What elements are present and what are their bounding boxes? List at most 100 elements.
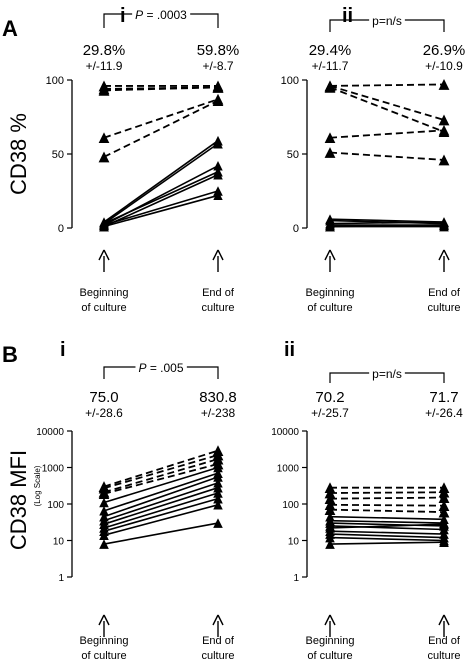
y-tick-label: 1 <box>58 573 64 584</box>
x-category-label: End of <box>428 635 461 647</box>
p-value-text: = .0003 <box>143 8 187 22</box>
series-line-2 <box>324 80 450 126</box>
x-category-label: End of <box>202 287 235 299</box>
x-category-label: of culture <box>307 302 352 314</box>
p-value-label: P = .0003 <box>135 8 187 22</box>
p-value-symbol: P <box>135 8 143 22</box>
series-line-4 <box>324 499 450 512</box>
y-axis-title: CD38 % <box>6 113 31 195</box>
x-category-label: culture <box>201 302 234 314</box>
timepoint-arrow-head <box>98 614 110 626</box>
series-line-12 <box>99 500 223 540</box>
y-tick-label: 10000 <box>271 427 299 438</box>
x-category-label: Beginning <box>80 287 129 299</box>
p-value-background <box>132 7 191 23</box>
x-category-label: of culture <box>81 302 126 314</box>
p-value-text: p=n/s <box>372 14 402 28</box>
p-value-label: p=n/s <box>372 367 402 381</box>
mean-label: 29.4% <box>309 42 352 59</box>
p-value-background <box>369 13 405 29</box>
panel-letter-A: A <box>2 16 18 41</box>
series-line-6 <box>99 135 223 227</box>
x-category-label: End of <box>428 287 461 299</box>
mean-label: 29.8% <box>83 42 126 59</box>
series-line-5 <box>324 504 450 518</box>
x-category-label: Beginning <box>306 287 355 299</box>
sd-label: +/-238 <box>201 406 236 420</box>
timepoint-arrow-head <box>324 614 336 626</box>
x-category-label: culture <box>201 650 234 662</box>
subpanel-letter: i <box>120 5 126 27</box>
mean-label: 70.2 <box>315 389 344 406</box>
y-axis-subtitle: (Log Scale) <box>33 465 42 506</box>
sd-label: +/-11.9 <box>86 59 123 73</box>
timepoint-arrow-head <box>212 614 224 626</box>
timepoint-arrow-head <box>212 249 224 261</box>
p-value-text: = .005 <box>146 361 183 375</box>
series-line-4 <box>324 124 450 144</box>
series-line-5 <box>98 95 224 163</box>
series-line-6 <box>325 511 449 525</box>
mean-label: 26.9% <box>423 42 466 59</box>
chart-panel-B-ii: ii p=n/s 70.2+/-25.7 71.7+/-26.4 1 10 100 1000 1… <box>271 339 463 662</box>
y-tick-label: 100 <box>281 75 299 87</box>
p-value-symbol: P <box>138 361 146 375</box>
x-category-label: culture <box>427 650 460 662</box>
x-category-label: of culture <box>307 650 352 662</box>
x-category-label: Beginning <box>306 635 355 647</box>
series-line-9 <box>99 166 223 229</box>
timepoint-arrow-head <box>324 249 336 261</box>
y-tick-label: 0 <box>293 223 299 235</box>
series-line-14 <box>325 537 449 549</box>
series-line-4 <box>98 93 224 144</box>
mean-label: 830.8 <box>199 389 237 406</box>
series-line-3 <box>324 492 450 505</box>
x-category-label: of culture <box>81 650 126 662</box>
chart-panel-A-ii: ii p=n/s 29.4%+/-11.7 26.9%+/-10.9 0 50 100 Beg… <box>281 5 466 314</box>
y-tick-label: 1 <box>293 573 299 584</box>
series-line-12 <box>325 529 449 543</box>
y-tick-label: 10 <box>53 537 65 548</box>
y-tick-label: 100 <box>46 75 64 87</box>
series-line-1 <box>324 79 450 92</box>
mean-label: 71.7 <box>429 389 458 406</box>
p-value-text: p=n/s <box>372 367 402 381</box>
y-tick-label: 100 <box>282 500 299 511</box>
series-line-13 <box>325 532 449 546</box>
y-tick-label: 50 <box>52 149 64 161</box>
y-tick-label: 0 <box>58 223 64 235</box>
timepoint-arrow-head <box>438 614 450 626</box>
y-tick-label: 10000 <box>36 427 64 438</box>
timepoint-arrow-head <box>98 249 110 261</box>
series-line-3 <box>98 453 224 498</box>
p-value-label: P = .005 <box>138 361 183 375</box>
subpanel-letter: ii <box>284 339 295 361</box>
y-tick-label: 100 <box>47 500 64 511</box>
series-line-11 <box>325 526 449 539</box>
panel-letter-B: B <box>2 342 18 367</box>
p-value-background <box>135 360 187 376</box>
series-line-5 <box>324 147 450 166</box>
x-category-label: End of <box>202 635 235 647</box>
x-category-label: culture <box>427 302 460 314</box>
subpanel-letter: i <box>60 339 66 361</box>
sd-label: +/-25.7 <box>311 406 349 420</box>
sd-label: +/-26.4 <box>425 406 463 420</box>
sd-label: +/-10.9 <box>425 59 463 73</box>
series-line-13 <box>99 518 223 549</box>
mean-label: 75.0 <box>89 389 118 406</box>
chart-panel-B-i: i P = .005 75.0+/-28.6 830.8+/-238 1 10 100 100… <box>6 339 237 662</box>
p-value-background <box>369 366 405 382</box>
sd-label: +/-28.6 <box>85 406 123 420</box>
y-tick-label: 10 <box>288 537 300 548</box>
y-axis-title: CD38 MFI <box>6 450 31 550</box>
series-line-3 <box>324 82 450 138</box>
y-tick-label: 1000 <box>42 464 65 475</box>
sd-label: +/-11.7 <box>312 59 349 73</box>
subpanel-letter: ii <box>342 5 353 27</box>
p-value-label: p=n/s <box>372 14 402 28</box>
timepoint-arrow-head <box>438 249 450 261</box>
y-tick-label: 50 <box>287 149 299 161</box>
